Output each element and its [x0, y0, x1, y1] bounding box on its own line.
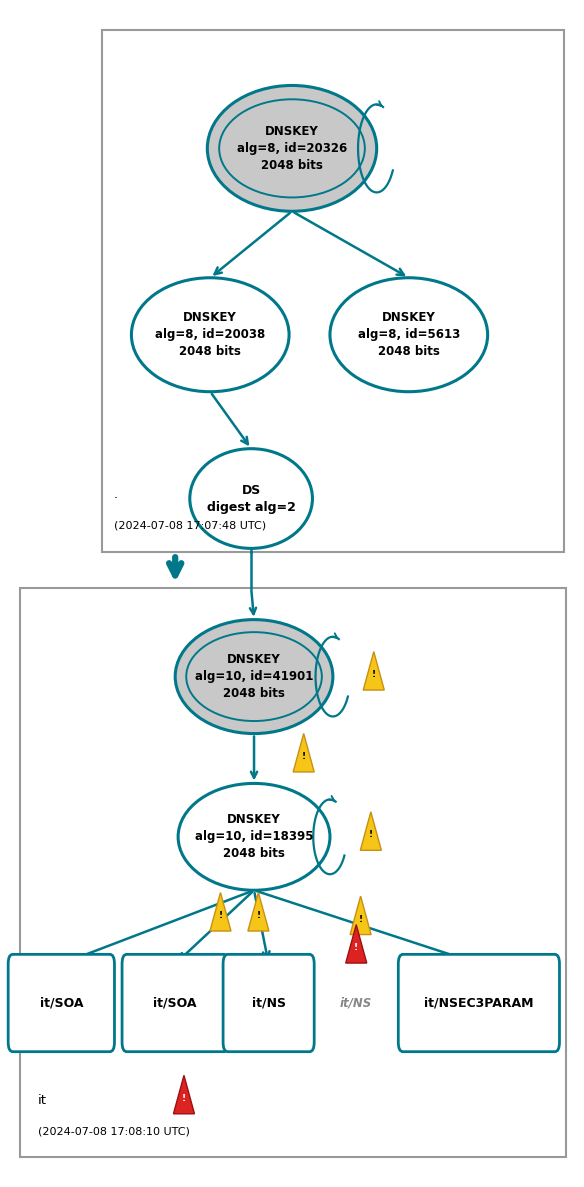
Text: !: !	[369, 831, 373, 839]
Ellipse shape	[175, 620, 333, 734]
Polygon shape	[363, 652, 384, 690]
Text: DNSKEY
alg=8, id=20326
2048 bits: DNSKEY alg=8, id=20326 2048 bits	[237, 125, 347, 172]
Text: !: !	[359, 915, 363, 923]
Text: !: !	[354, 944, 359, 952]
FancyBboxPatch shape	[8, 954, 114, 1052]
Ellipse shape	[207, 85, 377, 211]
Ellipse shape	[178, 783, 330, 890]
Ellipse shape	[330, 278, 488, 392]
Text: it/NS: it/NS	[252, 997, 286, 1009]
Text: it/SOA: it/SOA	[40, 997, 83, 1009]
FancyBboxPatch shape	[122, 954, 228, 1052]
Polygon shape	[248, 893, 269, 931]
Polygon shape	[350, 896, 371, 934]
Text: (2024-07-08 17:07:48 UTC): (2024-07-08 17:07:48 UTC)	[114, 521, 266, 531]
FancyBboxPatch shape	[20, 588, 566, 1157]
Text: !: !	[301, 753, 306, 761]
Text: (2024-07-08 17:08:10 UTC): (2024-07-08 17:08:10 UTC)	[38, 1126, 190, 1136]
Text: .: .	[114, 489, 118, 501]
Text: it: it	[38, 1094, 47, 1106]
Polygon shape	[293, 734, 314, 772]
Text: DNSKEY
alg=8, id=20038
2048 bits: DNSKEY alg=8, id=20038 2048 bits	[155, 311, 265, 358]
FancyBboxPatch shape	[102, 30, 564, 552]
Text: !: !	[256, 912, 260, 920]
Polygon shape	[173, 1075, 194, 1113]
Text: DNSKEY
alg=10, id=18395
2048 bits: DNSKEY alg=10, id=18395 2048 bits	[195, 813, 313, 861]
Text: it/NSEC3PARAM: it/NSEC3PARAM	[424, 997, 534, 1009]
Polygon shape	[346, 925, 367, 963]
FancyBboxPatch shape	[398, 954, 559, 1052]
Ellipse shape	[190, 449, 312, 548]
Text: it/NS: it/NS	[340, 997, 373, 1009]
Text: DS
digest alg=2: DS digest alg=2	[207, 483, 296, 514]
Polygon shape	[210, 893, 231, 931]
Text: it/SOA: it/SOA	[154, 997, 197, 1009]
Text: !: !	[218, 912, 223, 920]
Text: !: !	[371, 671, 376, 679]
Text: DNSKEY
alg=10, id=41901
2048 bits: DNSKEY alg=10, id=41901 2048 bits	[195, 653, 313, 700]
Ellipse shape	[131, 278, 289, 392]
Text: DNSKEY
alg=8, id=5613
2048 bits: DNSKEY alg=8, id=5613 2048 bits	[357, 311, 460, 358]
FancyBboxPatch shape	[223, 954, 314, 1052]
Polygon shape	[360, 812, 381, 850]
Text: !: !	[182, 1094, 186, 1103]
